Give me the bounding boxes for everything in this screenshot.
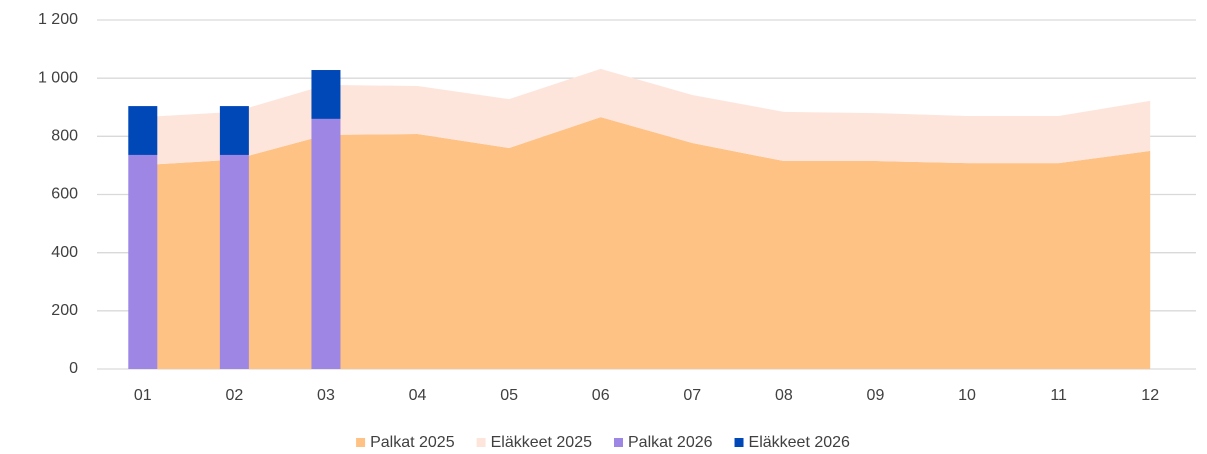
x-tick-label: 08 bbox=[775, 387, 793, 404]
x-tick-label: 11 bbox=[1050, 387, 1067, 404]
legend-swatch bbox=[476, 438, 486, 447]
x-tick-label: 04 bbox=[409, 387, 427, 404]
bar bbox=[219, 154, 249, 369]
y-tick-label: 1 000 bbox=[38, 69, 78, 86]
x-tick-label: 10 bbox=[958, 387, 976, 404]
bar bbox=[311, 70, 341, 119]
bar bbox=[219, 106, 249, 155]
bar bbox=[128, 154, 158, 369]
y-tick-label: 1 200 bbox=[38, 11, 78, 28]
y-tick-label: 0 bbox=[69, 360, 78, 377]
y-tick-label: 200 bbox=[51, 302, 78, 319]
x-tick-label: 09 bbox=[867, 387, 885, 404]
x-tick-label: 05 bbox=[500, 387, 518, 404]
x-tick-label: 03 bbox=[317, 387, 335, 404]
bar bbox=[311, 118, 341, 369]
bar bbox=[128, 106, 158, 155]
x-tick-label: 02 bbox=[225, 387, 243, 404]
x-tick-label: 12 bbox=[1141, 387, 1159, 404]
legend-swatch bbox=[356, 438, 366, 447]
y-tick-label: 800 bbox=[51, 128, 78, 145]
y-tick-label: 600 bbox=[51, 186, 78, 203]
legend-label: Palkat 2025 bbox=[370, 434, 455, 451]
legend-swatch bbox=[614, 438, 623, 447]
x-tick-label: 01 bbox=[134, 387, 152, 404]
legend-label: Palkat 2026 bbox=[628, 434, 713, 451]
legend-label: Eläkkeet 2026 bbox=[749, 434, 851, 451]
x-tick-label: 06 bbox=[592, 387, 610, 404]
area bbox=[142, 117, 1151, 369]
x-tick-label: 07 bbox=[683, 387, 701, 404]
legend-label: Eläkkeet 2025 bbox=[491, 434, 593, 451]
y-tick-label: 400 bbox=[51, 244, 78, 261]
area bbox=[142, 68, 1151, 166]
legend-swatch bbox=[734, 438, 744, 447]
